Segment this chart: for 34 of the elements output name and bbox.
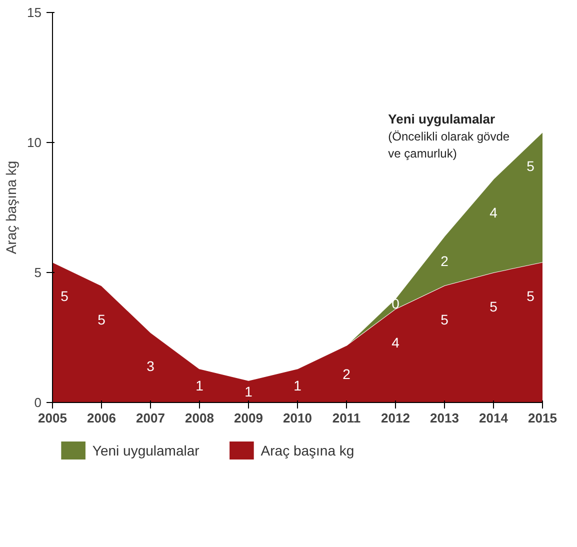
x-tick-label: 2005 [38,410,67,426]
y-tick-label: 10 [27,135,42,150]
data-label: 5 [440,311,449,328]
annotation: Yeni uygulamalar [388,111,496,126]
x-tick-label: 2012 [381,410,410,426]
x-tick-label: 2008 [185,410,214,426]
annotation: (Öncelikli olarak gövde ve çamurluk) [388,130,510,160]
y-tick-label: 15 [27,5,42,20]
y-axis-title: Araç başına kg [3,160,20,254]
x-tick-label: 2013 [430,410,459,426]
x-tick-label: 2006 [87,410,116,426]
legend-label: Araç başına kg [260,442,354,458]
data-label: 2 [440,252,449,269]
x-tick-label: 2014 [479,410,509,426]
y-tick-label: 5 [34,265,42,280]
data-label: 5 [526,158,535,174]
data-label: 4 [392,334,400,351]
data-label: 5 [526,288,535,304]
data-label: 4 [490,204,498,221]
data-label: 1 [294,378,302,394]
x-tick-label: 2010 [283,410,312,426]
x-tick-label: 2015 [528,410,557,426]
x-tick-label: 2007 [136,410,165,426]
x-tick-label: 2009 [234,410,263,426]
data-label: 1 [196,378,204,394]
data-label: 3 [146,358,155,374]
data-label: 2 [342,366,351,382]
data-label: 5 [490,298,498,314]
data-label: 5 [60,288,69,304]
data-label: 1 [244,383,253,400]
y-tick-label: 0 [34,395,42,410]
data-label: 5 [98,311,106,328]
x-tick-label: 2011 [332,410,361,426]
legend-label: Yeni uygulamalar [92,442,200,458]
